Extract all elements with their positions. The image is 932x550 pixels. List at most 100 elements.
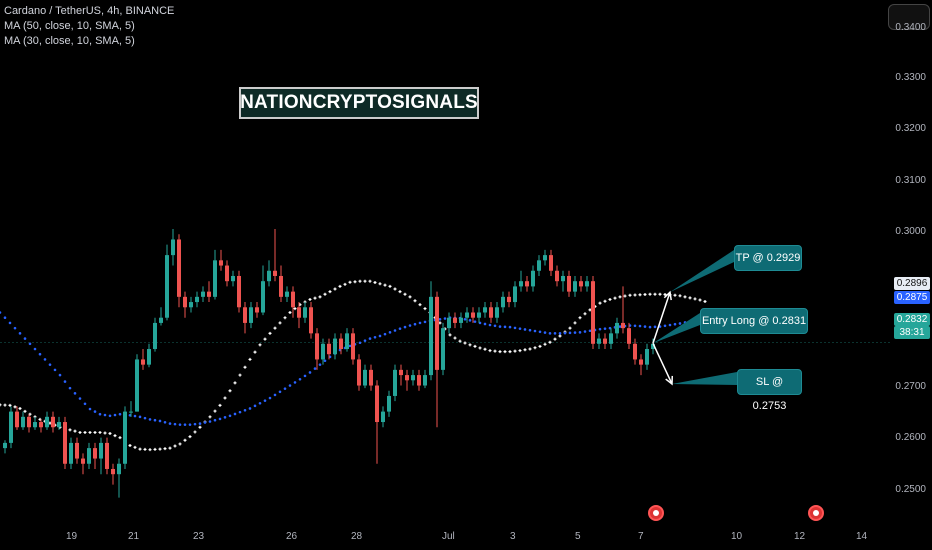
- ma-point: [168, 446, 172, 450]
- candle: [489, 302, 493, 323]
- ma-point: [398, 327, 402, 330]
- candle: [3, 440, 7, 454]
- ma-point: [418, 321, 422, 325]
- ma-point: [48, 363, 52, 366]
- candle: [513, 281, 517, 308]
- ma-point: [228, 389, 232, 393]
- ma-point: [678, 322, 682, 325]
- candle: [357, 354, 361, 391]
- ma-point: [353, 280, 357, 284]
- candle: [57, 416, 61, 430]
- ma-point: [668, 323, 672, 327]
- ma-point: [518, 349, 522, 353]
- ma-point: [78, 430, 82, 434]
- ma-point: [228, 414, 232, 418]
- ma-point: [163, 420, 167, 424]
- ma-point: [208, 420, 212, 423]
- candle: [15, 406, 19, 430]
- us-flag-event-icon[interactable]: [648, 505, 664, 521]
- ma-point: [468, 319, 472, 322]
- ma-point: [28, 412, 32, 416]
- candle: [537, 255, 541, 276]
- time-tick-label: 23: [193, 531, 205, 542]
- candle: [39, 419, 43, 433]
- ma-point: [413, 322, 417, 326]
- ma-point: [243, 408, 247, 412]
- ma-point: [133, 414, 137, 418]
- ma-point: [288, 310, 292, 314]
- ma-point: [348, 344, 352, 348]
- candle: [609, 328, 613, 350]
- ma-point: [223, 416, 227, 419]
- ma-point: [298, 377, 302, 381]
- candle: [117, 458, 121, 498]
- ma-point: [533, 329, 537, 333]
- ma-point: [493, 349, 497, 353]
- ma-point: [213, 418, 217, 422]
- candle: [219, 249, 223, 271]
- ma-point: [68, 386, 72, 390]
- ma-point: [173, 422, 177, 426]
- symbol-label[interactable]: Cardano / TetherUS, 4h, BINANCE: [4, 5, 175, 17]
- price-tick-label: 0.3300: [895, 72, 926, 83]
- ma-point: [158, 447, 162, 451]
- ma-point: [368, 337, 372, 340]
- ma-point: [508, 350, 512, 354]
- ma-point: [498, 325, 502, 328]
- ma-point: [173, 444, 177, 448]
- ma-30-label[interactable]: MA (30, close, 10, SMA, 5): [4, 35, 135, 47]
- ma-blue-price-tag: 0.2875: [894, 291, 930, 304]
- ma-point: [373, 335, 377, 339]
- ma-point: [103, 413, 107, 417]
- ma-point: [548, 340, 552, 344]
- candle: [261, 265, 265, 316]
- candle: [9, 406, 13, 449]
- ma-point: [453, 336, 457, 340]
- candle: [453, 312, 457, 329]
- price-tick-label: 0.3400: [895, 22, 926, 33]
- ma-point: [603, 327, 607, 330]
- ma-point: [633, 324, 637, 328]
- ma-point: [238, 410, 242, 414]
- ma-50-label[interactable]: MA (50, close, 10, SMA, 5): [4, 20, 135, 32]
- ma-point: [563, 331, 567, 335]
- candle: [273, 229, 277, 282]
- candle: [315, 328, 319, 370]
- ma-point: [358, 341, 362, 345]
- candle: [555, 265, 559, 287]
- ma-point: [383, 332, 387, 336]
- ma-point: [363, 279, 367, 283]
- candle: [243, 302, 247, 334]
- ma-point: [18, 406, 22, 410]
- ma-point: [168, 422, 172, 425]
- candle: [321, 338, 325, 365]
- countdown-tag: 38:31: [894, 326, 930, 339]
- ma-point: [548, 332, 552, 335]
- ma-point: [538, 330, 542, 334]
- ma-point: [273, 393, 277, 397]
- ma-point: [523, 348, 527, 352]
- ma-point: [603, 299, 607, 303]
- ma-point: [473, 320, 477, 323]
- ma-point: [188, 423, 192, 426]
- ma-point: [68, 428, 72, 432]
- us-flag-event-icon[interactable]: [808, 505, 824, 521]
- chart-settings-button[interactable]: [888, 4, 930, 30]
- ma-point: [408, 324, 412, 327]
- candle: [351, 328, 355, 365]
- ma-point: [138, 447, 142, 451]
- candle: [639, 354, 643, 376]
- ma-point: [573, 321, 577, 325]
- ma-point: [93, 410, 97, 413]
- ma-point: [93, 430, 97, 434]
- ma-point: [28, 342, 32, 346]
- candle: [585, 275, 589, 292]
- candle: [519, 270, 523, 292]
- ma-point: [233, 381, 237, 385]
- candle: [129, 401, 133, 417]
- ma-point: [118, 412, 122, 416]
- candle: [297, 302, 301, 329]
- ma-point: [483, 347, 487, 351]
- ma-point: [558, 332, 562, 335]
